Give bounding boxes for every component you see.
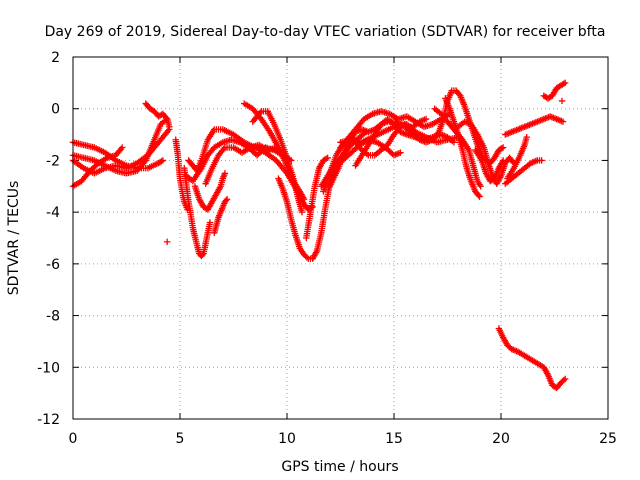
- data-point: [323, 155, 330, 162]
- x-tick-label: 5: [176, 431, 185, 447]
- data-point: [298, 208, 306, 216]
- data-point: [560, 80, 567, 87]
- series-arc-k: [185, 126, 316, 213]
- y-tick-label: -2: [46, 153, 60, 169]
- data-point: [475, 192, 482, 199]
- y-tick-label: -12: [37, 412, 60, 428]
- data-point: [206, 219, 214, 226]
- data-point: [199, 251, 206, 259]
- chart-title: Day 269 of 2019, Sidereal Day-to-day VTE…: [45, 24, 606, 40]
- data-point: [422, 115, 430, 123]
- data-point: [558, 97, 566, 105]
- y-tick-label: 0: [51, 102, 60, 118]
- data-point: [498, 145, 505, 152]
- x-axis-label: GPS time / hours: [281, 459, 398, 475]
- x-tick-label: 20: [492, 431, 510, 447]
- data-point: [477, 183, 484, 190]
- data-point: [562, 375, 569, 383]
- data-point: [450, 139, 458, 146]
- data-point: [222, 197, 230, 204]
- data-point: [559, 118, 567, 125]
- series-arc-i: [211, 196, 231, 237]
- data-point: [523, 133, 530, 141]
- series-arc-e: [142, 100, 173, 131]
- series-arc-z: [442, 95, 483, 200]
- series-arc-p: [303, 154, 331, 242]
- series-arc-n: [249, 108, 306, 216]
- y-axis-label: SDTVAR / TECUs: [6, 181, 22, 296]
- data-point: [499, 144, 507, 151]
- data-point: [223, 196, 231, 203]
- series-arc-ab: [472, 146, 507, 185]
- data-point: [560, 377, 567, 384]
- data-point: [162, 114, 170, 121]
- data-point: [221, 170, 229, 177]
- series-arc-af: [540, 79, 569, 102]
- y-tick-label: -6: [46, 257, 60, 273]
- data-point: [499, 157, 507, 164]
- data-point: [163, 238, 171, 246]
- series-arc-w: [352, 115, 458, 169]
- data-point: [562, 79, 569, 87]
- data-point: [159, 157, 167, 164]
- data-point: [119, 144, 126, 151]
- series-arc-ah: [495, 325, 569, 392]
- y-tick-label: -8: [46, 309, 60, 325]
- data-point: [476, 193, 483, 200]
- data-point: [256, 109, 264, 116]
- series-arc-g: [181, 164, 214, 260]
- y-tick-label: 2: [51, 50, 60, 66]
- series-arc-ae: [504, 133, 530, 182]
- data-point: [166, 123, 173, 131]
- series-arc-l: [202, 141, 280, 187]
- data-point: [324, 154, 331, 162]
- data-point: [300, 196, 308, 203]
- series-arc-ad: [502, 113, 567, 138]
- y-tick-label: -4: [46, 205, 60, 221]
- data-point: [141, 158, 148, 166]
- x-tick-label: 25: [599, 431, 617, 447]
- data-point: [538, 157, 545, 164]
- series-arc-ag: [558, 97, 566, 105]
- x-tick-label: 15: [385, 431, 403, 447]
- data-point: [397, 149, 404, 156]
- data-point: [158, 158, 165, 165]
- series-isolated: [163, 238, 171, 246]
- data-point: [303, 254, 311, 261]
- data-points: [69, 79, 569, 392]
- x-tick-label: 10: [278, 431, 296, 447]
- series-arc-h: [191, 170, 229, 213]
- series-arc-d: [69, 115, 171, 177]
- plot-frame: [72, 56, 609, 420]
- y-tick-label: -10: [37, 360, 60, 376]
- x-tick-label: 0: [69, 431, 78, 447]
